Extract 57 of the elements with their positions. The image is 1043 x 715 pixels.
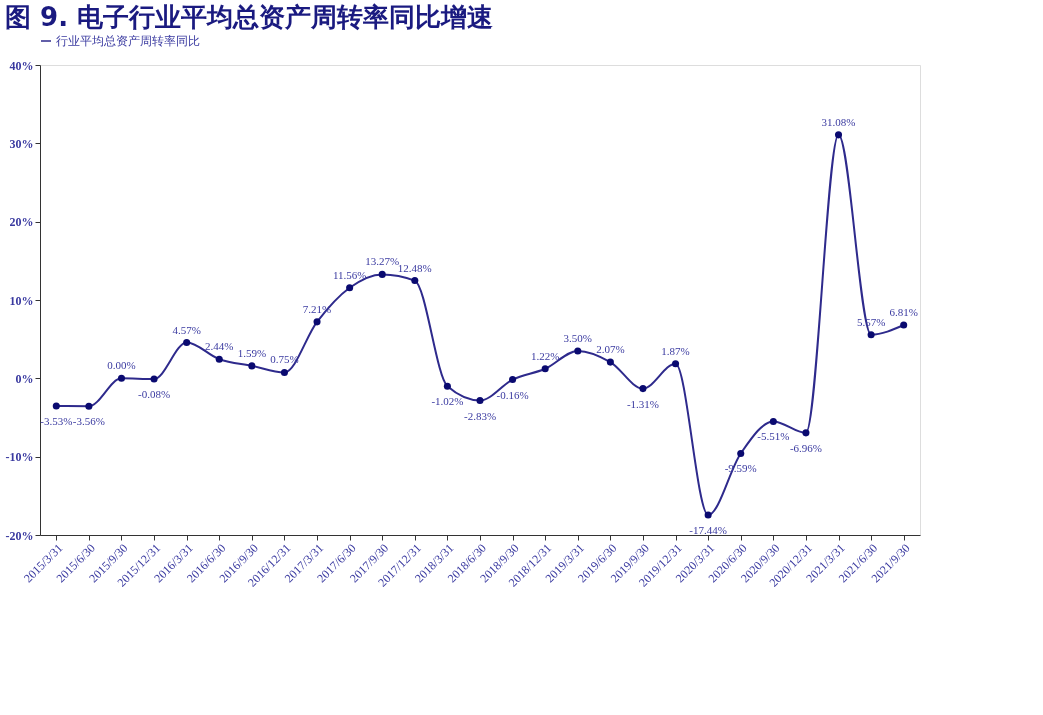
y-tick-label: 0% xyxy=(15,371,34,386)
data-label: -0.08% xyxy=(138,387,171,400)
data-label: 0.00% xyxy=(107,359,136,372)
data-label: -17.44% xyxy=(689,523,727,536)
data-label: 1.59% xyxy=(237,346,267,359)
y-tick-label: 20% xyxy=(9,215,34,230)
data-label: 4.57% xyxy=(172,323,201,336)
y-tick-label: 10% xyxy=(9,293,34,308)
point xyxy=(313,318,321,326)
point xyxy=(834,131,843,139)
data-label: 3.50% xyxy=(563,331,592,344)
data-label: -6.96% xyxy=(789,441,822,454)
data-label: 1.22% xyxy=(530,349,560,362)
data-label: -1.02% xyxy=(431,395,464,408)
point xyxy=(900,321,908,329)
data-label: 31.08% xyxy=(821,115,856,128)
point xyxy=(215,355,223,363)
point xyxy=(704,511,712,519)
data-label: -3.56% xyxy=(72,415,105,428)
point xyxy=(541,365,549,373)
point xyxy=(85,402,93,410)
point xyxy=(183,339,191,347)
point xyxy=(606,358,614,366)
point xyxy=(769,417,777,426)
data-label: 2.07% xyxy=(596,343,625,356)
point xyxy=(509,376,517,384)
point xyxy=(574,347,582,355)
point xyxy=(639,385,647,393)
point xyxy=(476,396,484,405)
y-tick-label: -10% xyxy=(5,450,34,465)
point xyxy=(443,382,451,390)
data-label: -2.83% xyxy=(463,409,497,422)
data-label: -0.16% xyxy=(496,388,529,401)
point xyxy=(117,374,126,382)
y-tick-label: -20% xyxy=(5,528,34,543)
point xyxy=(411,277,419,285)
point xyxy=(737,449,745,457)
point xyxy=(280,368,288,376)
point xyxy=(52,402,60,410)
y-tick-label: 30% xyxy=(9,136,34,151)
data-label: 13.27% xyxy=(365,255,400,268)
legend-label: 行业平均总资产周转率同比 xyxy=(56,34,200,48)
point xyxy=(150,375,158,383)
point xyxy=(802,429,810,437)
point xyxy=(378,270,386,278)
data-label: -5.51% xyxy=(757,430,790,443)
chart-title: 图 9. 电子行业平均总资产周转率同比增速 xyxy=(5,2,494,32)
point xyxy=(867,331,875,339)
point xyxy=(248,362,256,370)
data-label: 11.56% xyxy=(332,268,367,281)
y-tick-label: 40% xyxy=(9,58,34,73)
data-label: 6.81% xyxy=(889,305,918,318)
point xyxy=(672,360,680,368)
point xyxy=(346,284,354,292)
data-label: 1.87% xyxy=(661,344,690,357)
data-label: -1.31% xyxy=(626,397,659,410)
data-label: 2.44% xyxy=(205,340,234,353)
